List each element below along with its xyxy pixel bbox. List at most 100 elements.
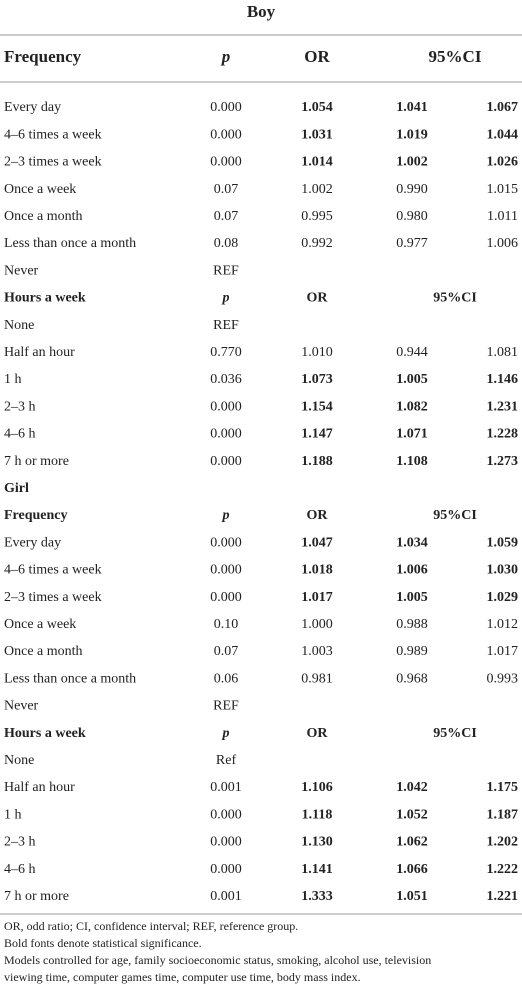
cell: 1.188 [301, 454, 333, 469]
cell: 0.988 [396, 617, 428, 632]
cell: Half an hour [4, 345, 75, 360]
cell: 0.000 [210, 835, 242, 850]
row-header-cell: Hours a week [4, 291, 86, 306]
cell: Less than once a month [4, 671, 136, 686]
header-cell: p [220, 47, 231, 66]
cell: REF [213, 318, 239, 333]
cell: 0.000 [210, 590, 242, 605]
cell: 1.054 [301, 100, 333, 115]
cell: 1.000 [301, 617, 333, 632]
cell: 0.07 [214, 209, 239, 224]
table-title: Boy [247, 2, 276, 21]
cell: Never [4, 699, 39, 714]
cell: 1.273 [487, 454, 519, 469]
cell: REF [213, 263, 239, 278]
cell: 0.968 [396, 671, 428, 686]
cell: Every day [4, 100, 61, 115]
cell: 0.992 [301, 236, 333, 251]
cell: 1.154 [301, 399, 333, 414]
cell: 1.073 [301, 372, 333, 387]
row-header-cell: 95%CI [433, 726, 477, 741]
footnote: OR, odd ratio; CI, confidence interval; … [4, 919, 298, 933]
cell: 1.006 [487, 236, 519, 251]
cell: 7 h or more [4, 454, 69, 469]
cell: 1.041 [396, 100, 428, 115]
cell: 1.005 [396, 372, 428, 387]
cell: 1.026 [487, 155, 519, 170]
cell: 1.146 [487, 372, 519, 387]
cell: 1.042 [396, 780, 428, 795]
row-header-cell: OR [307, 291, 329, 306]
cell: 1.017 [301, 590, 333, 605]
cell: 4–6 times a week [4, 127, 102, 142]
cell: 2–3 h [4, 399, 36, 414]
cell: 1.130 [301, 835, 333, 850]
cell: 0.001 [210, 889, 242, 904]
cell: 0.995 [301, 209, 333, 224]
cell: 1.228 [487, 427, 519, 442]
cell: 1.067 [487, 100, 519, 115]
cell: Once a month [4, 209, 83, 224]
cell: 0.000 [210, 563, 242, 578]
header-cell: 95%CI [429, 47, 482, 66]
footnote: viewing time, computer games time, compu… [4, 970, 361, 984]
cell: 1.231 [487, 399, 519, 414]
cell: 2–3 h [4, 835, 36, 850]
cell: 2–3 times a week [4, 590, 102, 605]
cell: None [4, 318, 34, 333]
cell: 2–3 times a week [4, 155, 102, 170]
cell: 0.989 [396, 644, 428, 659]
cell: 0.06 [214, 671, 239, 686]
footnote: Bold fonts denote statistical significan… [4, 936, 202, 950]
footnote: Models controlled for age, family socioe… [4, 953, 431, 967]
cell: 0.000 [210, 807, 242, 822]
cell: 1.044 [487, 127, 519, 142]
cell: 1.003 [301, 644, 333, 659]
cell: 1.175 [487, 780, 519, 795]
cell: 0.770 [210, 345, 242, 360]
cell: 1.106 [301, 780, 333, 795]
cell: 0.980 [396, 209, 428, 224]
cell: Less than once a month [4, 236, 136, 251]
row-header-cell: Frequency [4, 508, 68, 523]
cell: 0.000 [210, 535, 242, 550]
header-cell: Frequency [4, 47, 82, 66]
cell: 1.222 [487, 862, 519, 877]
cell: Every day [4, 535, 61, 550]
cell: Once a week [4, 182, 76, 197]
cell: Once a month [4, 644, 83, 659]
cell: None [4, 753, 34, 768]
row-header-cell: p [222, 291, 230, 306]
cell: 0.000 [210, 155, 242, 170]
cell: 4–6 h [4, 862, 36, 877]
row-header-cell: p [222, 508, 230, 523]
row-header-cell: 95%CI [433, 291, 477, 306]
cell: 0.993 [487, 671, 519, 686]
row-header-cell: 95%CI [433, 508, 477, 523]
cell: 1.062 [396, 835, 428, 850]
row-header-cell: OR [307, 726, 329, 741]
cell: 1 h [4, 372, 22, 387]
cell: 1.031 [301, 127, 333, 142]
cell: 1.202 [487, 835, 519, 850]
row-header-cell: p [222, 726, 230, 741]
cell: 1.059 [487, 535, 519, 550]
cell: 0.001 [210, 780, 242, 795]
cell: Ref [216, 753, 237, 768]
cell: 0.977 [396, 236, 428, 251]
cell: 0.000 [210, 127, 242, 142]
cell: Once a week [4, 617, 76, 632]
cell: 1.012 [487, 617, 519, 632]
cell: 0.07 [214, 644, 239, 659]
cell: REF [213, 699, 239, 714]
cell: 1.019 [396, 127, 428, 142]
cell: 1.052 [396, 807, 428, 822]
cell: 1.030 [487, 563, 519, 578]
cell: 0.036 [210, 372, 242, 387]
cell: 1.017 [487, 644, 519, 659]
cell: 1.018 [301, 563, 333, 578]
cell: 1.015 [487, 182, 519, 197]
cell: 0.990 [396, 182, 428, 197]
